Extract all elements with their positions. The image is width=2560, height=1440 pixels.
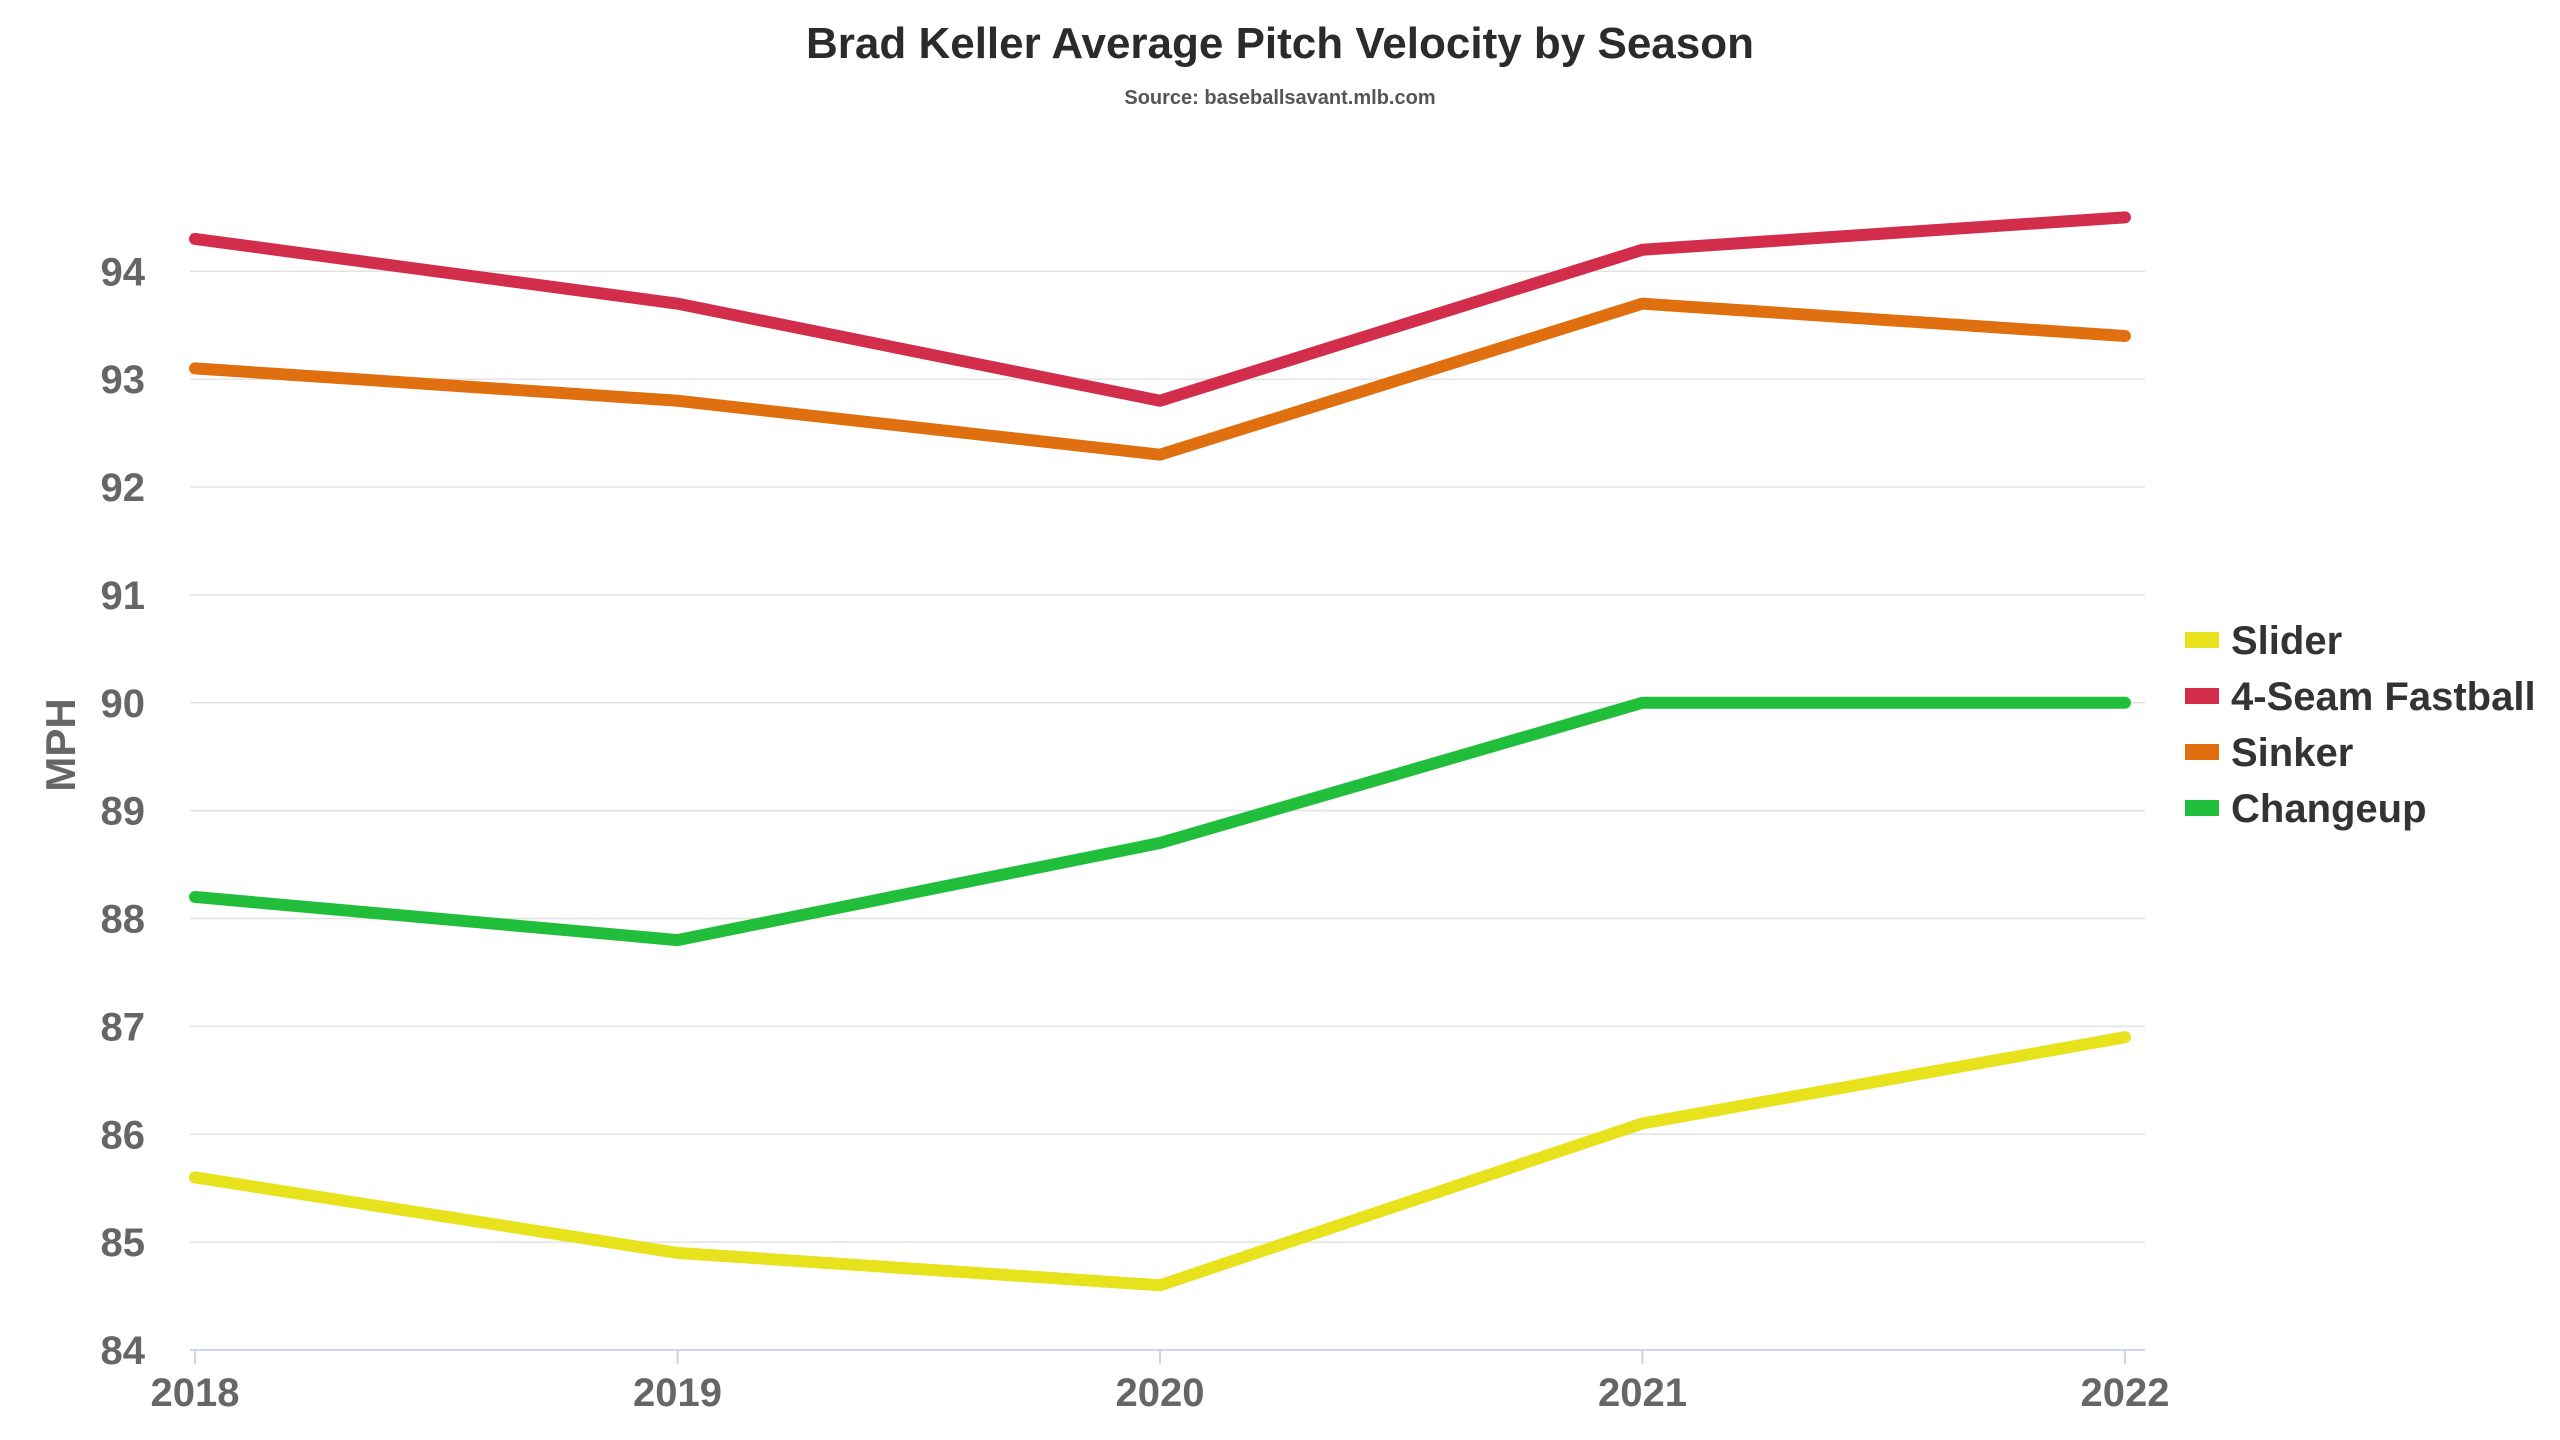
legend-label-sinker: Sinker bbox=[2231, 731, 2353, 775]
x-tick-label: 2021 bbox=[1598, 1371, 1687, 1415]
legend-label-4-seam-fastball: 4-Seam Fastball bbox=[2231, 675, 2536, 719]
legend-swatch-changeup bbox=[2185, 800, 2219, 816]
x-tick-label: 2020 bbox=[1116, 1371, 1205, 1415]
y-tick-label: 89 bbox=[101, 790, 146, 834]
y-tick-label: 92 bbox=[101, 466, 146, 510]
series-line-changeup bbox=[189, 696, 2131, 947]
legend-swatch-sinker bbox=[2185, 744, 2219, 760]
legend-swatch-slider bbox=[2185, 632, 2219, 648]
chart-title: Brad Keller Average Pitch Velocity by Se… bbox=[806, 19, 1754, 68]
series-line-slider bbox=[189, 1031, 2131, 1292]
x-tick-label: 2018 bbox=[151, 1371, 240, 1415]
grid bbox=[190, 270, 2145, 1243]
y-tick-label: 85 bbox=[101, 1221, 146, 1265]
y-tick-label: 87 bbox=[101, 1005, 146, 1049]
y-tick-label: 93 bbox=[101, 358, 146, 402]
series-line-4-seam-fastball bbox=[189, 211, 2131, 407]
x-tick-label: 2019 bbox=[633, 1371, 722, 1415]
y-tick-label: 86 bbox=[101, 1113, 146, 1157]
series bbox=[189, 211, 2131, 1292]
chart-subtitle: Source: baseballsavant.mlb.com bbox=[1124, 87, 1435, 109]
legend-swatch-4-seam-fastball bbox=[2185, 688, 2219, 704]
legend: Slider 4-Seam Fastball Sinker Changeup bbox=[2185, 619, 2536, 831]
y-tick-label: 84 bbox=[101, 1329, 146, 1373]
y-axis-label: MPH bbox=[37, 698, 84, 791]
legend-label-changeup: Changeup bbox=[2231, 787, 2427, 831]
y-tick-label: 90 bbox=[101, 682, 146, 726]
x-tick-label: 2022 bbox=[2081, 1371, 2170, 1415]
y-tick-label: 91 bbox=[101, 574, 146, 618]
y-tick-label: 88 bbox=[101, 898, 146, 942]
series-line-sinker bbox=[189, 297, 2131, 461]
legend-label-slider: Slider bbox=[2231, 619, 2342, 663]
y-tick-label: 94 bbox=[101, 250, 146, 294]
axes: 84 85 86 87 88 89 90 91 92 93 94 2018 2019 2020 2021 20… bbox=[101, 250, 2170, 1415]
